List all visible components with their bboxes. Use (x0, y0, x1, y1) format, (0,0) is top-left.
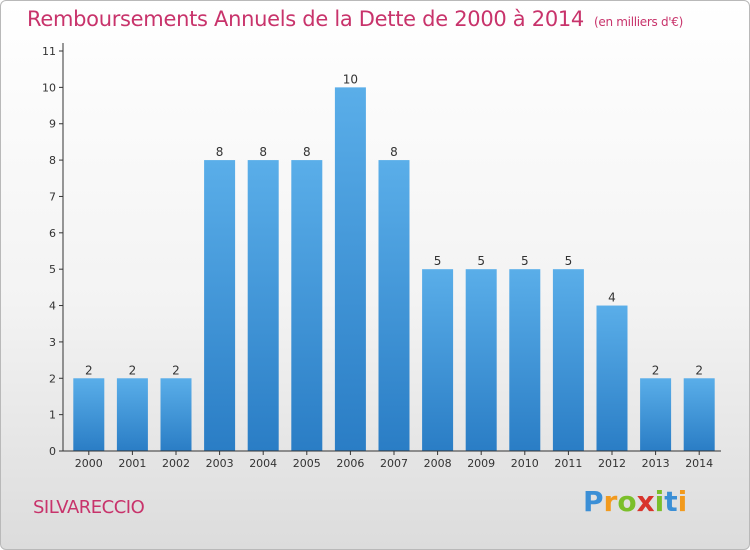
bar-2010 (509, 269, 541, 451)
bar-value-label: 5 (477, 254, 485, 268)
bar-value-label: 2 (695, 363, 703, 377)
y-tick-label: 3 (49, 336, 56, 349)
x-tick-label: 2010 (511, 457, 539, 470)
x-tick-label: 2006 (336, 457, 364, 470)
bar-value-label: 8 (216, 145, 224, 159)
y-tick-label: 2 (49, 372, 56, 385)
chart-title: Remboursements Annuels de la Dette de 20… (27, 7, 683, 31)
y-tick-label: 7 (49, 190, 56, 203)
bar-2006 (334, 87, 366, 451)
x-tick-label: 2002 (162, 457, 190, 470)
bar-value-label: 2 (652, 363, 660, 377)
bar-2001 (116, 378, 148, 451)
x-tick-label: 2003 (206, 457, 234, 470)
chart-subtitle: (en milliers d'€) (594, 15, 684, 29)
bar-2007 (378, 160, 410, 451)
y-axis: 0 1 2 3 4 5 6 7 8 9 10 11 (42, 43, 64, 458)
commune-name: SILVARECCIO (33, 497, 145, 518)
y-tick-label: 1 (49, 409, 56, 422)
bar-2004 (247, 160, 279, 451)
x-tick-label: 2011 (554, 457, 582, 470)
bar-value-label: 5 (434, 254, 442, 268)
bar-value-label: 5 (521, 254, 529, 268)
y-tick-label: 6 (49, 227, 56, 240)
x-tick-label: 2007 (380, 457, 408, 470)
x-tick-label: 2008 (424, 457, 452, 470)
x-tick-label: 2013 (642, 457, 670, 470)
y-tick-label: 11 (42, 45, 56, 58)
bar-value-label: 2 (129, 363, 137, 377)
chart-title-text: Remboursements Annuels de la Dette de 20… (27, 7, 584, 31)
y-tick-label: 0 (49, 445, 56, 458)
bar-value-label: 2 (172, 363, 180, 377)
x-tick-label: 2014 (685, 457, 713, 470)
x-tick-label: 2012 (598, 457, 626, 470)
bar-value-label: 8 (390, 145, 398, 159)
bar-2003 (204, 160, 236, 451)
bar-value-label: 8 (259, 145, 267, 159)
y-tick-label: 4 (49, 300, 56, 313)
bar-2000 (73, 378, 105, 451)
bar-2002 (160, 378, 192, 451)
x-tick-label: 2009 (467, 457, 495, 470)
bar-value-label: 8 (303, 145, 311, 159)
x-tick-label: 2005 (293, 457, 321, 470)
proxiti-logo[interactable]: Proxiti (583, 485, 688, 518)
bar-2008 (422, 269, 454, 451)
bar-value-label: 4 (608, 291, 616, 305)
y-tick-label: 5 (49, 263, 56, 276)
bars: 2 2 2 8 8 8 10 8 5 5 5 5 4 2 2 (73, 72, 715, 451)
x-axis: 2000 2001 2002 2003 2004 2005 2006 2007 2008 2009… (63, 450, 721, 470)
bar-2014 (683, 378, 715, 451)
bar-2012 (596, 305, 628, 451)
x-tick-label: 2004 (249, 457, 277, 470)
y-tick-label: 9 (49, 118, 56, 131)
bar-value-label: 5 (565, 254, 573, 268)
bar-2011 (552, 269, 584, 451)
y-tick-label: 10 (42, 81, 56, 94)
bar-2009 (465, 269, 497, 451)
x-tick-label: 2000 (75, 457, 103, 470)
bar-value-label: 2 (85, 363, 93, 377)
bar-value-label: 10 (343, 72, 358, 86)
y-tick-label: 8 (49, 154, 56, 167)
x-tick-label: 2001 (118, 457, 146, 470)
bar-2013 (640, 378, 672, 451)
bar-2005 (291, 160, 323, 451)
